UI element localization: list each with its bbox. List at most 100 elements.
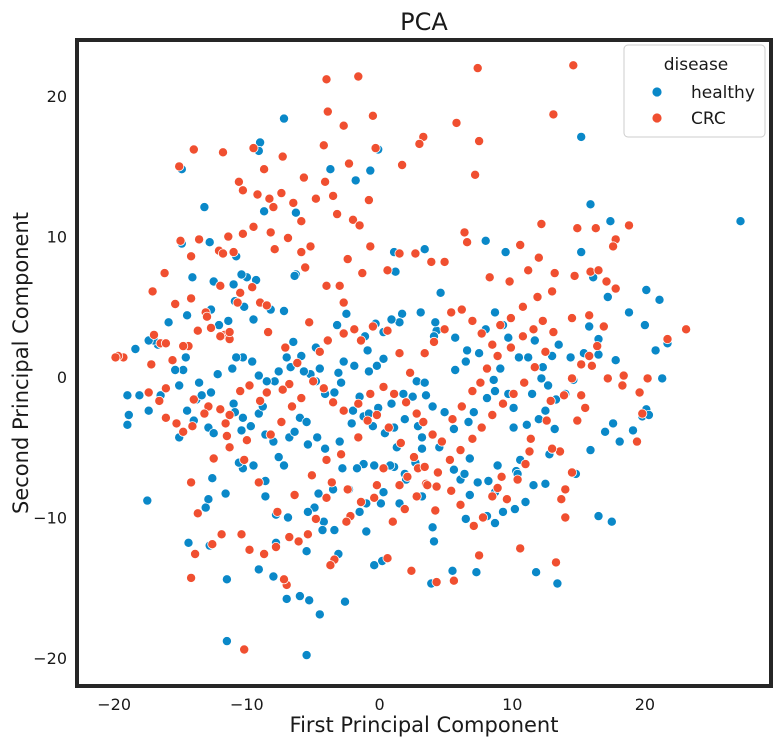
data-point-healthy xyxy=(448,464,459,475)
data-point-crc xyxy=(178,426,189,437)
data-point-crc xyxy=(476,328,487,339)
data-point-healthy xyxy=(536,373,547,384)
data-point-healthy xyxy=(339,596,350,607)
data-point-crc xyxy=(272,506,283,517)
data-point-crc xyxy=(515,543,526,554)
data-point-crc xyxy=(171,418,182,429)
data-point-crc xyxy=(244,544,255,555)
data-point-crc xyxy=(402,471,413,482)
data-point-healthy xyxy=(290,207,301,218)
data-point-healthy xyxy=(489,386,500,397)
data-point-crc xyxy=(519,377,530,388)
data-point-crc xyxy=(487,409,498,420)
data-point-crc xyxy=(598,321,609,332)
data-point-healthy xyxy=(281,352,292,363)
data-point-crc xyxy=(572,415,583,426)
data-point-healthy xyxy=(221,636,232,647)
data-point-crc xyxy=(387,516,398,527)
data-point-crc xyxy=(302,529,313,540)
data-point-healthy xyxy=(268,571,279,582)
data-point-crc xyxy=(232,297,243,308)
data-point-healthy xyxy=(122,390,133,401)
data-point-crc xyxy=(399,504,410,515)
data-point-crc xyxy=(174,161,185,172)
data-point-crc xyxy=(237,228,248,239)
data-point-healthy xyxy=(509,504,520,515)
data-point-healthy xyxy=(180,352,191,363)
data-point-crc xyxy=(318,383,329,394)
data-point-crc xyxy=(284,532,295,543)
data-point-crc xyxy=(447,414,458,425)
data-point-crc xyxy=(363,195,374,206)
data-point-crc xyxy=(365,241,376,252)
data-point-healthy xyxy=(439,407,450,418)
data-point-healthy xyxy=(228,398,239,409)
data-point-crc xyxy=(298,172,309,183)
data-point-crc xyxy=(602,373,613,384)
data-point-crc xyxy=(228,247,239,258)
data-point-healthy xyxy=(248,314,259,325)
data-point-crc xyxy=(338,405,349,416)
data-point-crc xyxy=(347,214,358,225)
data-point-crc xyxy=(321,280,332,291)
data-point-crc xyxy=(325,560,336,571)
data-point-healthy xyxy=(585,445,596,456)
data-point-crc xyxy=(547,443,558,454)
data-point-healthy xyxy=(540,478,551,489)
data-point-healthy xyxy=(351,463,362,474)
data-point-crc xyxy=(235,386,246,397)
data-point-crc xyxy=(548,109,559,120)
data-point-healthy xyxy=(399,414,410,425)
data-point-crc xyxy=(259,164,270,175)
data-point-healthy xyxy=(460,513,471,524)
data-point-crc xyxy=(556,494,567,505)
data-point-healthy xyxy=(430,317,441,328)
data-point-healthy xyxy=(488,374,499,385)
data-point-healthy xyxy=(543,380,554,391)
data-point-healthy xyxy=(654,294,665,305)
data-point-crc xyxy=(338,120,349,131)
data-point-crc xyxy=(296,247,307,258)
data-point-crc xyxy=(199,408,210,419)
y-tick-label: −10 xyxy=(33,508,67,527)
x-tick-label: −10 xyxy=(230,695,264,714)
data-point-crc xyxy=(515,239,526,250)
data-point-crc xyxy=(342,254,353,265)
data-point-crc xyxy=(188,144,199,155)
data-point-healthy xyxy=(337,463,348,474)
data-point-crc xyxy=(601,276,612,287)
x-tick-label: 0 xyxy=(374,695,384,714)
data-point-crc xyxy=(253,477,264,488)
data-point-healthy xyxy=(354,506,365,517)
data-point-healthy xyxy=(371,360,382,371)
data-point-crc xyxy=(284,379,295,390)
data-point-healthy xyxy=(584,321,595,332)
data-point-crc xyxy=(549,268,560,279)
data-point-crc xyxy=(492,350,503,361)
data-point-healthy xyxy=(294,591,305,602)
data-point-crc xyxy=(186,293,197,304)
data-point-healthy xyxy=(503,332,514,343)
data-point-crc xyxy=(408,452,419,463)
data-point-crc xyxy=(355,496,366,507)
data-point-crc xyxy=(431,577,442,588)
data-point-crc xyxy=(536,218,547,229)
data-point-crc xyxy=(286,401,297,412)
data-point-crc xyxy=(475,377,486,388)
data-point-crc xyxy=(537,315,548,326)
data-point-healthy xyxy=(650,345,661,356)
data-point-crc xyxy=(532,291,543,302)
data-point-crc xyxy=(576,390,587,401)
data-point-healthy xyxy=(203,494,214,505)
data-point-crc xyxy=(159,268,170,279)
data-point-healthy xyxy=(362,345,373,356)
data-point-crc xyxy=(459,227,470,238)
data-point-crc xyxy=(328,397,339,408)
data-point-crc xyxy=(468,520,479,531)
data-point-crc xyxy=(501,494,512,505)
data-point-crc xyxy=(419,348,430,359)
data-point-crc xyxy=(336,449,347,460)
data-point-healthy xyxy=(317,525,328,536)
x-tick-label: 10 xyxy=(502,695,522,714)
data-point-crc xyxy=(567,313,578,324)
